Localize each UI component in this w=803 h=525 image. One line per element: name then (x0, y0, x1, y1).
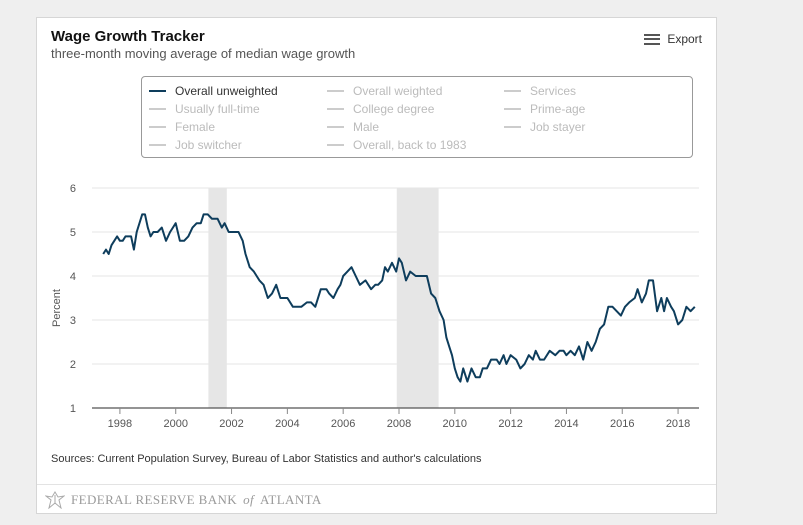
x-tick-label-2018: 2018 (666, 418, 690, 430)
legend-swatch (504, 108, 521, 110)
legend-item-college-degree[interactable]: College degree (327, 102, 434, 116)
legend-label: Overall unweighted (175, 84, 278, 98)
legend-label: Female (175, 120, 216, 134)
fed-atlanta-logo: FEDERAL RESERVE BANK of ATLANTA (45, 491, 322, 509)
sources-note: Sources: Current Population Survey, Bure… (51, 453, 482, 465)
logo-text-of: of (243, 492, 255, 507)
y-tick-label-2: 2 (70, 359, 76, 371)
legend-swatch (149, 126, 166, 128)
y-tick-label-5: 5 (70, 227, 76, 239)
legend-label: College degree (353, 102, 435, 116)
chart-title: Wage Growth Tracker (51, 28, 205, 45)
legend-item-female[interactable]: Female (149, 120, 215, 134)
legend-label: Services (530, 84, 577, 98)
legend-label: Overall, back to 1983 (353, 138, 467, 152)
legend-swatch (327, 126, 344, 128)
y-tick-label-4: 4 (70, 271, 76, 283)
x-tick-label-2000: 2000 (163, 418, 187, 430)
y-axis-title: Percent (51, 289, 63, 327)
x-tick-label-2002: 2002 (219, 418, 243, 430)
export-button[interactable]: Export (644, 32, 702, 46)
menu-icon (644, 33, 661, 45)
legend-swatch (327, 90, 344, 92)
legend-item-overall-back-to-1983[interactable]: Overall, back to 1983 (327, 138, 466, 152)
legend-item-job-stayer[interactable]: Job stayer (504, 120, 585, 134)
x-tick-label-2016: 2016 (610, 418, 634, 430)
legend-item-job-switcher[interactable]: Job switcher (149, 138, 242, 152)
chart-subtitle: three-month moving average of median wag… (51, 46, 356, 61)
legend-item-prime-age[interactable]: Prime-age (504, 102, 585, 116)
x-tick-label-1998: 1998 (108, 418, 132, 430)
legend-label: Job stayer (530, 120, 586, 134)
legend-item-overall-weighted[interactable]: Overall weighted (327, 84, 442, 98)
x-tick-label-2008: 2008 (387, 418, 411, 430)
legend-item-usually-full-time[interactable]: Usually full-time (149, 102, 260, 116)
logo-text-city: ATLANTA (260, 492, 322, 507)
y-tick-label-1: 1 (70, 403, 76, 415)
legend-item-male[interactable]: Male (327, 120, 379, 134)
x-tick-label-2012: 2012 (498, 418, 522, 430)
legend-swatch (327, 108, 344, 110)
legend-swatch (327, 144, 344, 146)
legend-item-overall-unweighted[interactable]: Overall unweighted (149, 84, 278, 98)
legend-swatch (149, 108, 166, 110)
legend-item-services[interactable]: Services (504, 84, 576, 98)
chart-card: Wage Growth Tracker three-month moving a… (36, 17, 717, 514)
legend-label: Prime-age (530, 102, 586, 116)
y-tick-label-3: 3 (70, 315, 76, 327)
legend-label: Usually full-time (175, 102, 260, 116)
legend-swatch (149, 90, 166, 92)
footer-divider (37, 484, 716, 485)
series-line-overall-unweighted (102, 213, 696, 383)
legend-label: Male (353, 120, 380, 134)
eagle-icon (45, 491, 65, 509)
recession-band-2 (396, 188, 439, 408)
recession-band-1 (208, 188, 227, 408)
line-chart: 1 2 3 4 5 6 1998 2000 2002 2004 2006 2008 2010 2012 20… (51, 183, 699, 430)
y-tick-label-6: 6 (70, 183, 76, 195)
legend: Overall unweighted Overall weighted Servic… (141, 76, 693, 158)
x-tick-label-2010: 2010 (443, 418, 467, 430)
legend-swatch (504, 126, 521, 128)
legend-swatch (149, 144, 166, 146)
x-tick-label-2014: 2014 (554, 418, 578, 430)
logo-text-main: FEDERAL RESERVE BANK (71, 492, 238, 507)
legend-label: Overall weighted (353, 84, 443, 98)
x-tick-label-2004: 2004 (275, 418, 299, 430)
legend-label: Job switcher (175, 138, 242, 152)
legend-swatch (504, 90, 521, 92)
export-label: Export (667, 32, 702, 46)
x-tick-label-2006: 2006 (331, 418, 355, 430)
